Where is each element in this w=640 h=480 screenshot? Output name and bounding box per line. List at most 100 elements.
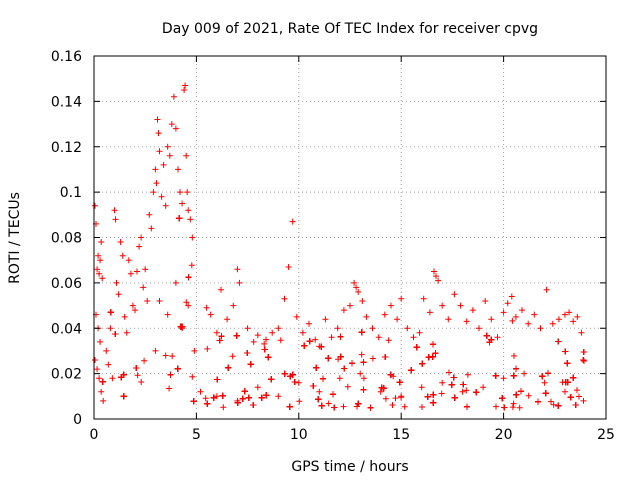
data-point bbox=[418, 384, 425, 391]
data-point bbox=[184, 189, 191, 196]
data-point bbox=[152, 166, 159, 173]
data-point bbox=[216, 337, 223, 344]
data-point bbox=[112, 331, 119, 337]
data-point bbox=[450, 374, 457, 381]
data-point bbox=[306, 338, 313, 345]
data-point bbox=[123, 329, 130, 336]
data-point bbox=[382, 354, 389, 360]
y-tick-label: 0.1 bbox=[60, 185, 82, 201]
data-point bbox=[549, 320, 556, 327]
data-point bbox=[511, 352, 517, 359]
data-point bbox=[111, 207, 118, 214]
data-point bbox=[236, 279, 243, 286]
data-point bbox=[576, 393, 582, 400]
data-point bbox=[570, 318, 577, 325]
data-point bbox=[562, 311, 568, 318]
data-point bbox=[316, 388, 323, 395]
y-tick-labels: 0 0.02 0.04 0.06 0.08 0.1 0.12 0.14 0.16 bbox=[51, 49, 82, 428]
data-point bbox=[562, 348, 569, 355]
data-point bbox=[369, 355, 376, 362]
data-point bbox=[375, 334, 382, 341]
data-point bbox=[525, 320, 532, 327]
data-point bbox=[476, 325, 482, 332]
data-point bbox=[322, 316, 329, 323]
data-point bbox=[387, 371, 394, 378]
data-point bbox=[555, 316, 562, 323]
data-point bbox=[328, 334, 335, 341]
data-point bbox=[320, 375, 326, 382]
data-point bbox=[176, 215, 183, 222]
data-point bbox=[99, 378, 106, 385]
data-point bbox=[230, 302, 237, 309]
data-point bbox=[363, 313, 370, 320]
data-point bbox=[103, 347, 110, 354]
data-point bbox=[138, 379, 145, 385]
data-point bbox=[548, 398, 554, 405]
data-point bbox=[291, 379, 298, 385]
data-points bbox=[92, 82, 587, 411]
data-point bbox=[394, 316, 401, 323]
data-point bbox=[164, 143, 171, 150]
data-point bbox=[531, 311, 538, 318]
data-point bbox=[306, 320, 312, 327]
data-point bbox=[134, 268, 140, 275]
data-point bbox=[385, 337, 392, 344]
data-point bbox=[258, 394, 265, 401]
data-point bbox=[224, 316, 231, 323]
data-point bbox=[513, 365, 519, 372]
data-point bbox=[413, 344, 420, 351]
data-point bbox=[351, 279, 358, 286]
data-point bbox=[254, 332, 261, 339]
data-point bbox=[404, 325, 411, 332]
data-point bbox=[213, 329, 220, 336]
data-point bbox=[203, 304, 210, 311]
data-point bbox=[430, 399, 437, 406]
data-point bbox=[207, 311, 214, 318]
data-point bbox=[340, 403, 347, 410]
data-point bbox=[541, 379, 548, 386]
data-point bbox=[127, 270, 134, 277]
data-point bbox=[435, 277, 442, 284]
data-point bbox=[525, 392, 532, 399]
data-point bbox=[183, 152, 190, 159]
data-point bbox=[247, 361, 254, 368]
data-point bbox=[156, 298, 163, 304]
data-point bbox=[424, 393, 431, 400]
data-point bbox=[355, 288, 362, 295]
x-tick-label: 10 bbox=[290, 427, 308, 443]
data-point bbox=[464, 403, 470, 410]
data-point bbox=[241, 388, 248, 395]
data-point bbox=[388, 302, 394, 309]
data-point bbox=[408, 367, 415, 374]
data-point bbox=[156, 148, 163, 155]
x-tick-label: 5 bbox=[192, 427, 201, 443]
data-point bbox=[330, 391, 336, 398]
data-point bbox=[109, 375, 116, 382]
data-point bbox=[463, 318, 470, 325]
data-point bbox=[261, 346, 268, 353]
data-point bbox=[134, 372, 141, 379]
data-point bbox=[349, 360, 355, 367]
chart-title: Day 009 of 2021, Rate Of TEC Index for r… bbox=[162, 21, 538, 37]
data-point bbox=[499, 395, 506, 402]
data-point bbox=[105, 361, 112, 368]
data-point bbox=[550, 401, 557, 408]
data-point bbox=[289, 218, 296, 225]
data-point bbox=[431, 268, 437, 275]
data-point bbox=[107, 309, 114, 316]
data-point bbox=[439, 379, 446, 386]
data-point bbox=[204, 345, 211, 352]
data-point bbox=[380, 385, 387, 392]
x-tick-label: 25 bbox=[597, 427, 615, 443]
data-point bbox=[433, 273, 439, 280]
axis-ticks bbox=[93, 55, 607, 420]
data-point bbox=[117, 239, 124, 245]
data-point bbox=[483, 332, 490, 339]
data-point bbox=[229, 353, 236, 360]
data-point bbox=[509, 404, 516, 411]
data-point bbox=[518, 388, 524, 395]
data-point bbox=[367, 404, 374, 411]
data-point bbox=[185, 302, 192, 309]
data-point bbox=[521, 370, 528, 377]
